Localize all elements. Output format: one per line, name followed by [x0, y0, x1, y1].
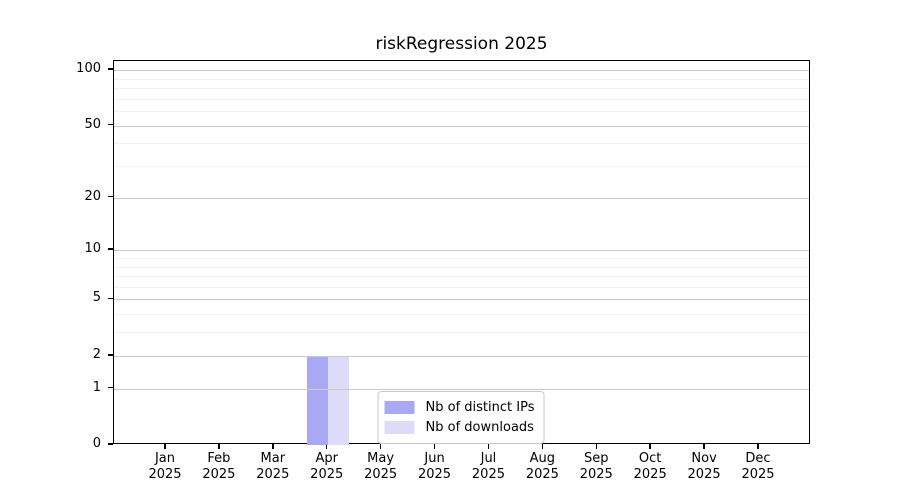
- legend-swatch: [384, 401, 415, 414]
- x-tick-label: Sep 2025: [564, 451, 628, 483]
- x-tick-label: Mar 2025: [241, 451, 305, 483]
- y-tick-label: 5: [92, 290, 101, 306]
- x-tick: [487, 444, 490, 449]
- gridline-major: [114, 355, 809, 357]
- y-tick-label: 10: [84, 241, 101, 257]
- x-tick-label: May 2025: [349, 451, 413, 483]
- x-tick-month: Sep: [584, 451, 609, 466]
- gridline-major: [114, 299, 809, 301]
- x-tick-label: Dec 2025: [726, 451, 790, 483]
- y-tick: [108, 386, 113, 389]
- gridline-minor: [114, 88, 809, 90]
- y-tick: [108, 195, 113, 198]
- gridline-minor: [114, 143, 809, 145]
- y-tick-label: 20: [84, 188, 101, 204]
- legend: Nb of distinct IPs Nb of downloads: [377, 391, 545, 444]
- gridline-major: [114, 70, 809, 72]
- x-tick-label: Jul 2025: [456, 451, 520, 483]
- x-tick-month: Jan: [154, 451, 176, 466]
- gridline-major: [114, 197, 809, 199]
- y-tick-label: 2: [92, 346, 101, 362]
- x-tick-label: Jan 2025: [133, 451, 197, 483]
- x-tick: [757, 444, 759, 449]
- bar-downloads: [327, 355, 349, 445]
- y-tick: [108, 123, 113, 126]
- x-tick-year: 2025: [687, 467, 721, 482]
- y-tick: [108, 443, 113, 445]
- x-tick-month: Feb: [207, 451, 231, 466]
- x-tick-label: Oct 2025: [618, 451, 682, 483]
- x-tick-year: 2025: [633, 467, 667, 482]
- y-tick: [108, 297, 113, 300]
- gridline-minor: [114, 276, 809, 278]
- legend-entry: Nb of downloads: [384, 418, 535, 437]
- x-tick-year: 2025: [256, 467, 290, 482]
- x-tick-month: Nov: [691, 451, 717, 466]
- x-tick-month: Mar: [260, 451, 286, 466]
- x-tick: [164, 444, 166, 449]
- x-tick: [379, 444, 382, 449]
- y-tick-label: 100: [76, 61, 101, 77]
- x-tick-month: May: [367, 451, 395, 466]
- x-tick-year: 2025: [364, 467, 398, 482]
- x-tick: [649, 444, 651, 449]
- legend-swatch: [384, 421, 415, 434]
- x-tick: [218, 444, 220, 449]
- plot-area: [113, 60, 810, 445]
- x-tick-month: Aug: [529, 451, 556, 466]
- gridline-major: [114, 250, 809, 252]
- x-tick: [272, 444, 274, 449]
- x-tick-year: 2025: [579, 467, 613, 482]
- x-tick-year: 2025: [525, 467, 559, 482]
- chart-title: riskRegression 2025: [375, 34, 548, 54]
- y-tick: [108, 68, 113, 70]
- x-tick-label: Jun 2025: [403, 451, 467, 483]
- x-tick-year: 2025: [471, 467, 505, 482]
- gridline-major: [114, 388, 809, 390]
- x-tick-month: Jun: [424, 451, 445, 466]
- x-tick: [433, 444, 436, 449]
- x-tick-year: 2025: [417, 467, 452, 482]
- gridline-minor: [114, 286, 809, 288]
- x-tick-year: 2025: [148, 467, 182, 482]
- gridline-minor: [114, 314, 809, 316]
- x-tick-month: Apr: [315, 451, 338, 466]
- gridline-minor: [114, 111, 809, 113]
- gridline-minor: [114, 78, 809, 80]
- legend-label: Nb of downloads: [425, 420, 534, 435]
- y-tick-label: 0: [92, 436, 101, 451]
- y-tick-label: 1: [92, 379, 101, 395]
- gridline-major: [114, 125, 809, 127]
- gridline-minor: [114, 166, 809, 168]
- x-tick: [703, 444, 705, 449]
- x-tick-month: Oct: [638, 451, 662, 466]
- y-tick: [108, 248, 113, 250]
- bar-distinct-ips: [306, 355, 328, 445]
- x-tick-label: Nov 2025: [672, 451, 736, 483]
- x-tick: [541, 444, 544, 449]
- x-tick-year: 2025: [310, 467, 344, 482]
- gridline-minor: [114, 98, 809, 100]
- x-tick-label: Apr 2025: [295, 451, 359, 483]
- gridline-minor: [114, 332, 809, 334]
- gridline-minor: [114, 266, 809, 268]
- legend-label: Nb of distinct IPs: [425, 400, 535, 415]
- x-tick: [325, 444, 328, 449]
- y-tick-label: 50: [84, 116, 101, 132]
- x-tick-year: 2025: [741, 467, 775, 482]
- legend-entry: Nb of distinct IPs: [384, 398, 535, 417]
- x-tick-month: Jul: [480, 451, 497, 466]
- x-tick-month: Dec: [745, 451, 771, 466]
- gridline-minor: [114, 257, 809, 259]
- x-tick-label: Aug 2025: [510, 451, 574, 483]
- x-tick-year: 2025: [202, 467, 236, 482]
- x-tick-label: Feb 2025: [187, 451, 251, 483]
- x-tick: [595, 444, 598, 449]
- y-tick: [108, 354, 113, 356]
